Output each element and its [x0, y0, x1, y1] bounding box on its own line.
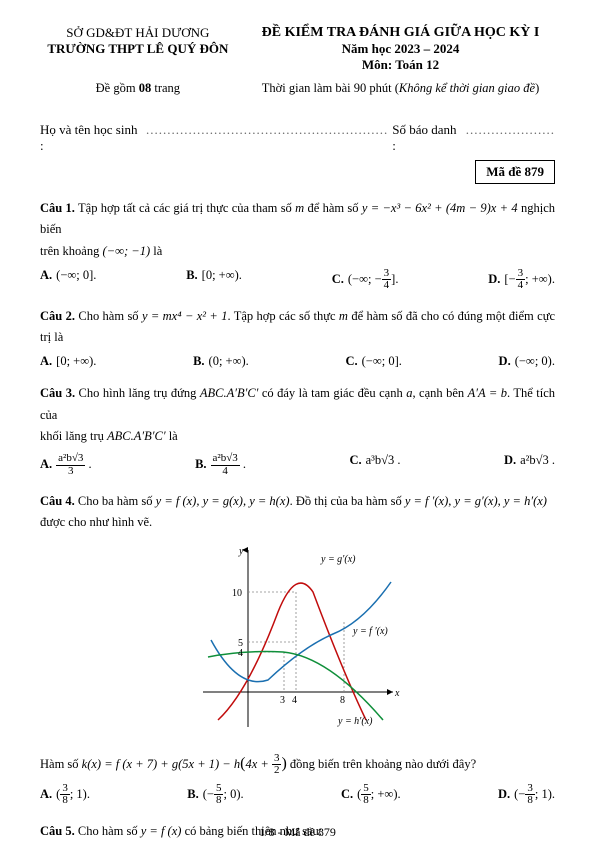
svg-text:y: y: [238, 546, 244, 557]
svg-text:10: 10: [232, 588, 242, 599]
subject: Môn: Toán 12: [246, 57, 555, 73]
question-4b: Hàm số k(x) = f (x + 7) + g(5x + 1) − h(…: [40, 750, 555, 777]
student-info-row: Họ và tên học sinh : ...................…: [40, 122, 555, 154]
pages-info: Đề gồm 08 trang: [40, 81, 236, 96]
graph-figure: x y 10 5 4 3 4 8 y = g′(x) y = f ′(x) y …: [40, 542, 555, 736]
duration-info: Thời gian làm bài 90 phút (Không kể thời…: [246, 81, 555, 96]
q1-options: A.(−∞; 0]. B.[0; +∞). C.(−∞; −34]. D.[−3…: [40, 268, 555, 292]
department-text: SỞ GD&ĐT HẢI DƯƠNG: [40, 25, 236, 41]
q3-options: A.a²b√33 . B.a²b√34 . C.a³b√3 . D.a²b√3 …: [40, 453, 555, 477]
school-text: TRƯỜNG THPT LÊ QUÝ ĐÔN: [40, 41, 236, 57]
svg-text:x: x: [394, 688, 400, 699]
exam-title: ĐỀ KIỂM TRA ĐÁNH GIÁ GIỮA HỌC KỲ I: [246, 25, 555, 41]
exam-code: Mã đề 879: [475, 160, 555, 184]
question-2: Câu 2. Cho hàm số y = mx⁴ − x² + 1. Tập …: [40, 306, 555, 349]
page-footer: 1/8 - Mã đề 879: [0, 825, 595, 840]
q4-options: A.(38; 1). B.(−58; 0). C.(58; +∞). D.(−3…: [40, 783, 555, 807]
svg-text:4: 4: [292, 695, 297, 706]
question-1: Câu 1. Tập hợp tất cả các giá trị thực c…: [40, 198, 555, 262]
question-4: Câu 4. Cho ba hàm số y = f (x), y = g(x)…: [40, 491, 555, 534]
question-3: Câu 3. Cho hình lăng trụ đứng ABC.A′B′C′…: [40, 383, 555, 447]
school-year: Năm học 2023 – 2024: [246, 41, 555, 57]
svg-text:y = h′(x): y = h′(x): [337, 716, 373, 727]
svg-text:y = f ′(x): y = f ′(x): [352, 626, 388, 637]
svg-text:4: 4: [238, 648, 243, 659]
svg-text:8: 8: [340, 695, 345, 706]
svg-text:y = g′(x): y = g′(x): [320, 554, 356, 565]
q2-options: A.[0; +∞). B.(0; +∞). C.(−∞; 0]. D.(−∞; …: [40, 354, 555, 369]
svg-text:3: 3: [280, 695, 285, 706]
